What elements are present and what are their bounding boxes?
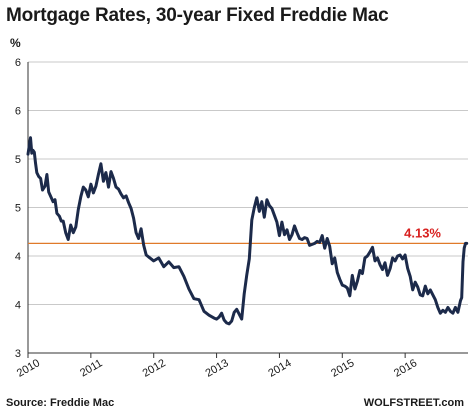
y-axis-unit-label: % — [10, 36, 21, 50]
reference-line-group: 4.13% — [28, 225, 468, 245]
gridlines — [28, 61, 468, 354]
x-tick-label: 2013 — [203, 357, 230, 380]
x-tick-label: 2012 — [141, 357, 168, 380]
x-tick-label: 2014 — [266, 357, 293, 380]
axes — [27, 62, 468, 358]
chart-title: Mortgage Rates, 30-year Fixed Freddie Ma… — [6, 5, 389, 26]
x-tick-label: 2016 — [392, 357, 419, 380]
reference-value-label: 4.13% — [404, 225, 441, 240]
y-tick-label: 6 — [15, 57, 21, 69]
x-tick-label: 2015 — [329, 357, 356, 380]
brand-label: WOLFSTREET.com — [363, 397, 464, 409]
y-tick-label: 4 — [15, 251, 21, 263]
y-tick-label: 6 — [15, 106, 21, 118]
x-tick-label: 2011 — [78, 357, 104, 379]
rate-series-line — [26, 136, 469, 326]
source-note: Source: Freddie Mac — [6, 397, 115, 409]
x-tick-label: 2010 — [15, 357, 42, 380]
y-tick-label: 4 — [15, 300, 21, 312]
series-group — [26, 136, 469, 326]
y-tick-label: 5 — [15, 154, 21, 166]
y-tick-label: 5 — [15, 203, 21, 215]
y-tick-label: 3 — [15, 348, 21, 360]
